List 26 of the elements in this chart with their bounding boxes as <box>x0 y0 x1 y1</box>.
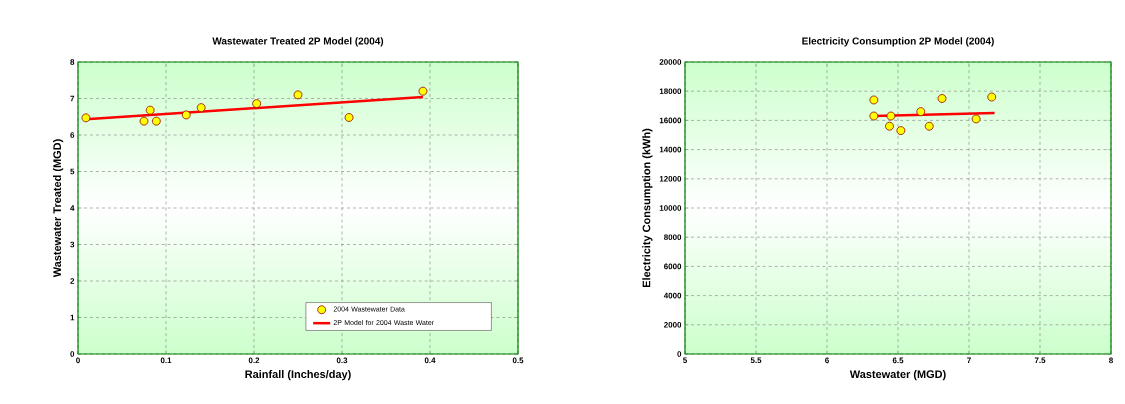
point <box>987 92 997 102</box>
point <box>145 105 155 115</box>
point <box>344 113 354 122</box>
point <box>886 111 896 121</box>
point <box>896 126 906 136</box>
point <box>869 111 879 121</box>
point <box>151 116 161 126</box>
point <box>916 107 926 117</box>
y-axis-title: Electricity Consumption (kWh) <box>642 128 653 288</box>
chart-title: Electricity Consumption 2P Model (2004) <box>802 37 994 47</box>
point <box>81 113 91 123</box>
point <box>937 94 947 103</box>
point <box>293 90 303 100</box>
point <box>196 103 206 113</box>
point <box>418 86 428 96</box>
x-axis-title: Rainfall (Inches/day) <box>245 370 351 381</box>
y-axis-title: Wastewater Treated (MGD) <box>53 139 64 278</box>
x-axis-title: Wastewater (MGD) <box>849 370 946 381</box>
point <box>139 116 149 126</box>
point <box>924 121 934 131</box>
point <box>252 99 262 109</box>
point <box>971 114 981 124</box>
point <box>869 95 879 105</box>
chart-title: Wastewater Treated 2P Model (2004) <box>212 37 384 47</box>
point <box>885 121 894 131</box>
point <box>181 110 191 120</box>
